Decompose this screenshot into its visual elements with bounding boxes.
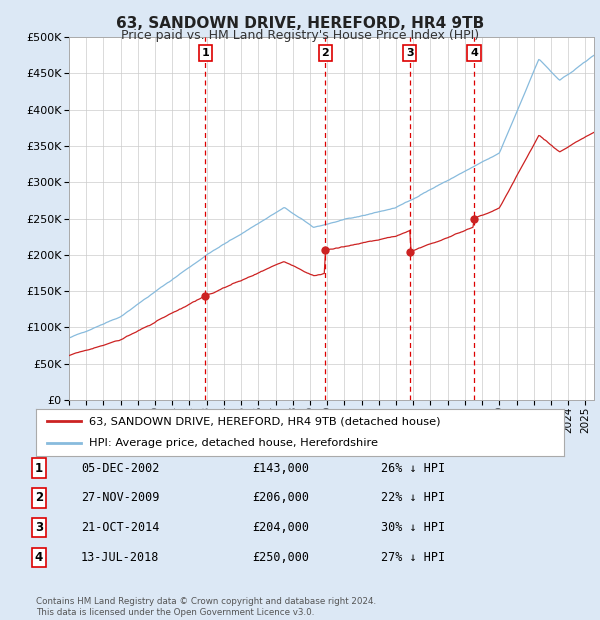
Text: 30% ↓ HPI: 30% ↓ HPI <box>381 521 445 534</box>
Text: 22% ↓ HPI: 22% ↓ HPI <box>381 492 445 504</box>
Text: 63, SANDOWN DRIVE, HEREFORD, HR4 9TB: 63, SANDOWN DRIVE, HEREFORD, HR4 9TB <box>116 16 484 31</box>
Text: 4: 4 <box>470 48 478 58</box>
Text: £204,000: £204,000 <box>252 521 309 534</box>
Text: 4: 4 <box>35 551 43 564</box>
Text: 13-JUL-2018: 13-JUL-2018 <box>81 551 160 564</box>
Text: 05-DEC-2002: 05-DEC-2002 <box>81 462 160 474</box>
Text: 21-OCT-2014: 21-OCT-2014 <box>81 521 160 534</box>
Text: HPI: Average price, detached house, Herefordshire: HPI: Average price, detached house, Here… <box>89 438 378 448</box>
Text: 3: 3 <box>406 48 413 58</box>
Text: Price paid vs. HM Land Registry's House Price Index (HPI): Price paid vs. HM Land Registry's House … <box>121 29 479 42</box>
Text: 27% ↓ HPI: 27% ↓ HPI <box>381 551 445 564</box>
Text: £206,000: £206,000 <box>252 492 309 504</box>
Text: 27-NOV-2009: 27-NOV-2009 <box>81 492 160 504</box>
Text: 2: 2 <box>322 48 329 58</box>
Text: 63, SANDOWN DRIVE, HEREFORD, HR4 9TB (detached house): 63, SANDOWN DRIVE, HEREFORD, HR4 9TB (de… <box>89 416 440 427</box>
Text: 1: 1 <box>35 462 43 474</box>
Text: 3: 3 <box>35 521 43 534</box>
Text: £250,000: £250,000 <box>252 551 309 564</box>
Text: 26% ↓ HPI: 26% ↓ HPI <box>381 462 445 474</box>
Text: £143,000: £143,000 <box>252 462 309 474</box>
Text: Contains HM Land Registry data © Crown copyright and database right 2024.
This d: Contains HM Land Registry data © Crown c… <box>36 598 376 617</box>
Text: 1: 1 <box>202 48 209 58</box>
Text: 2: 2 <box>35 492 43 504</box>
